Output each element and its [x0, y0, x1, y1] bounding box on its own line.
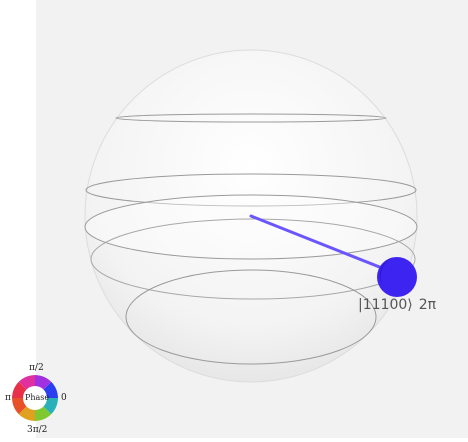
state-phase: 2π — [418, 297, 437, 313]
bloch-sphere-viewport[interactable] — [36, 0, 468, 438]
state-label: |11100⟩ 2π — [358, 297, 442, 313]
qsphere-canvas[interactable] — [36, 0, 468, 438]
latitude-ring-5 — [125, 269, 377, 365]
latitude-ring-3 — [84, 194, 418, 260]
phase-label-bottom: 3π/2 — [27, 425, 48, 435]
phase-label-right: 0 — [61, 393, 67, 403]
phase-label-left: π — [5, 393, 11, 403]
phase-color-wheel: Phase π/2 π 0 3π/2 — [0, 360, 80, 438]
state-ket: |11100⟩ — [358, 297, 413, 313]
latitude-ring-1 — [115, 113, 387, 123]
phase-label-top: π/2 — [29, 363, 44, 373]
state-vector-line — [249, 214, 394, 274]
latitude-ring-2 — [85, 173, 417, 207]
state-vector-ball[interactable] — [377, 257, 417, 297]
latitude-ring-4 — [90, 218, 416, 300]
phase-center-label: Phase — [25, 393, 50, 402]
phase-wheel-graphic — [12, 375, 58, 421]
